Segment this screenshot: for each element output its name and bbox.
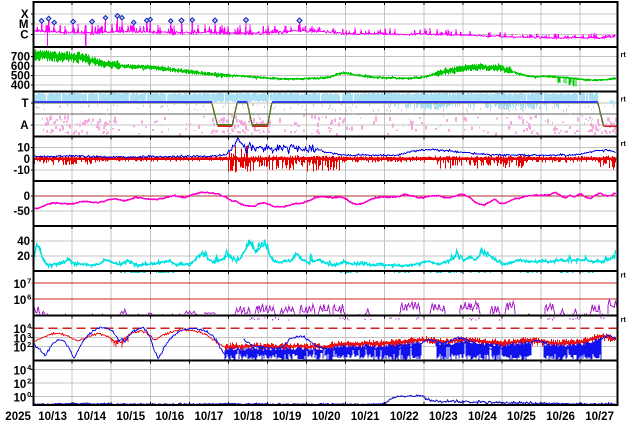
svg-text:10/17: 10/17 [194,411,223,423]
svg-text:600: 600 [11,61,30,73]
svg-text:10/27: 10/27 [585,411,614,423]
svg-text:rt: rt [621,315,627,324]
svg-text:10: 10 [14,333,27,345]
svg-text:3: 3 [27,331,31,340]
svg-text:500: 500 [11,71,30,83]
svg-text:10/23: 10/23 [429,411,458,423]
svg-text:M: M [19,19,29,31]
svg-text:10/26: 10/26 [546,411,575,423]
svg-text:20: 20 [17,251,30,263]
svg-text:10: 10 [14,365,27,377]
svg-text:10/21: 10/21 [351,411,380,423]
svg-text:10: 10 [14,379,27,391]
svg-text:6: 6 [27,293,31,302]
svg-text:10/24: 10/24 [468,411,497,423]
svg-text:10/13: 10/13 [38,411,67,423]
svg-text:rt: rt [621,95,627,104]
svg-text:10/15: 10/15 [116,411,145,423]
svg-text:10/18: 10/18 [234,411,263,423]
svg-text:10/20: 10/20 [312,411,341,423]
svg-text:2: 2 [27,376,31,385]
svg-text:-10: -10 [13,165,30,177]
svg-text:A: A [20,120,28,132]
svg-text:10: 10 [14,343,27,355]
svg-text:10: 10 [14,279,27,291]
svg-text:400: 400 [11,80,30,92]
svg-text:700: 700 [11,52,30,64]
svg-text:10: 10 [17,143,30,155]
svg-text:10: 10 [14,324,27,336]
svg-text:10/22: 10/22 [390,411,419,423]
svg-text:4: 4 [27,322,32,331]
svg-text:2025: 2025 [5,411,31,423]
svg-text:rt: rt [621,139,627,148]
svg-text:0: 0 [27,390,31,399]
svg-text:40: 40 [17,236,30,248]
svg-text:rt: rt [621,50,627,59]
svg-text:10/16: 10/16 [155,411,184,423]
svg-text:10/19: 10/19 [273,411,302,423]
svg-text:10/14: 10/14 [77,411,106,423]
svg-text:C: C [20,29,28,41]
svg-text:-50: -50 [13,206,30,218]
svg-text:2: 2 [27,340,31,349]
svg-text:10: 10 [14,392,27,404]
svg-text:10/25: 10/25 [507,411,536,423]
svg-text:0: 0 [24,154,30,166]
svg-text:T: T [21,98,28,110]
svg-text:10: 10 [14,295,27,307]
svg-text:4: 4 [27,363,32,372]
svg-text:X: X [21,9,29,21]
svg-text:0: 0 [24,191,30,203]
svg-text:rt: rt [621,271,627,280]
svg-text:7: 7 [27,277,31,286]
